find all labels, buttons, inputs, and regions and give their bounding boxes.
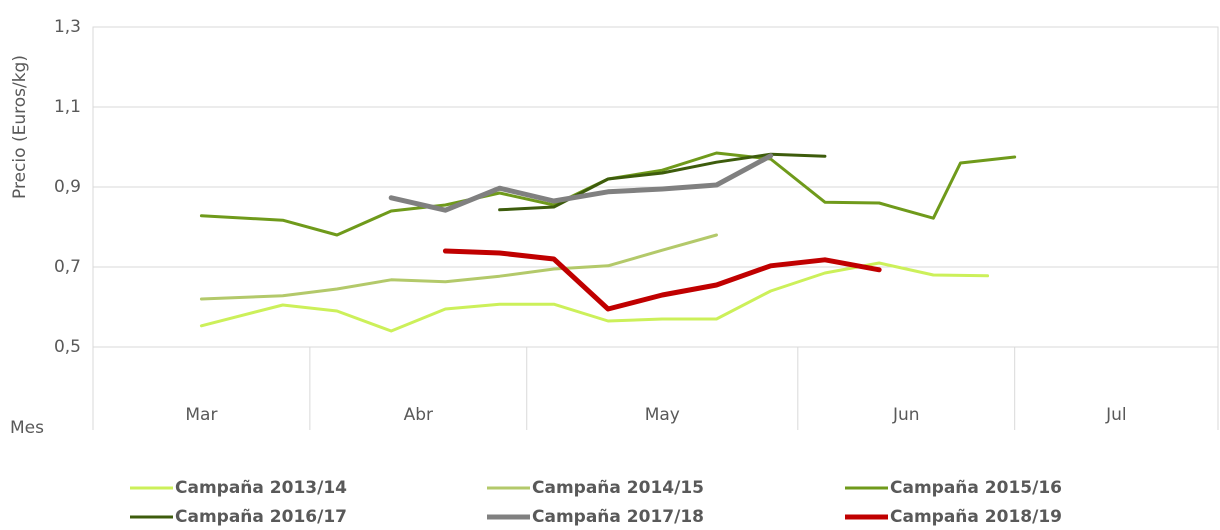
x-tick-label: May [645,405,680,425]
x-tick-label: Jun [892,405,920,425]
y-tick-label: 1,3 [54,17,81,37]
x-axis-label: Mes [10,418,44,438]
legend-label: Campaña 2018/19 [890,507,1062,527]
y-tick-label: 0,5 [54,337,81,357]
x-tick-label: Jul [1105,405,1127,425]
y-tick-label: 1,1 [54,97,81,117]
series-line [442,248,882,312]
legend-label: Campaña 2014/15 [532,478,704,498]
y-tick-label: 0,9 [54,177,81,197]
legend-label: Campaña 2016/17 [175,507,347,527]
legend-label: Campaña 2013/14 [175,478,347,498]
x-tick-label: Abr [404,405,433,425]
x-tick-label: Mar [185,405,217,425]
series-line [388,153,774,213]
y-axis-label: Precio (Euros/kg) [10,55,30,199]
y-tick-label: 0,7 [54,257,81,277]
legend-label: Campaña 2015/16 [890,478,1062,498]
legend-label: Campaña 2017/18 [532,507,704,527]
series-line [199,233,718,301]
